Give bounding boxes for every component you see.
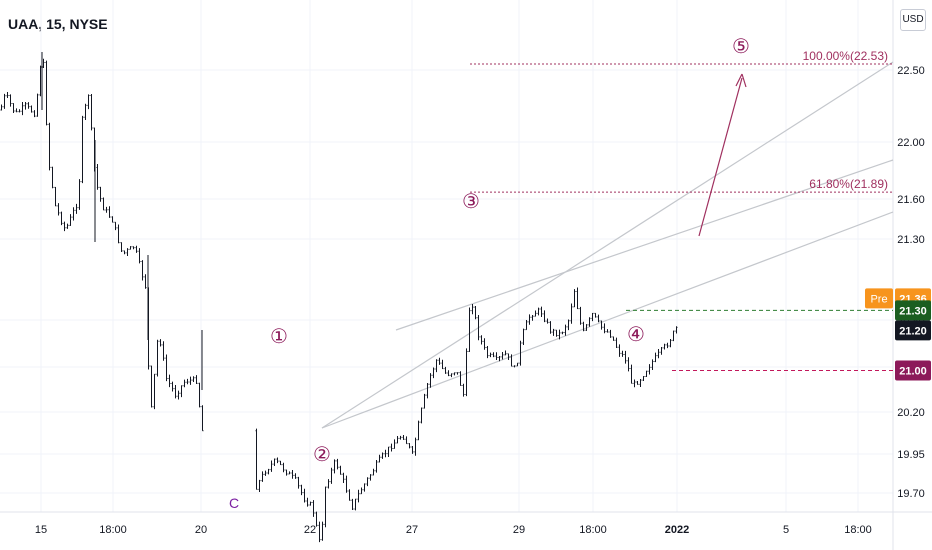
price-label-bg [895,360,931,381]
fib-level-label: 100.00%(22.53) [803,49,888,63]
time-tick-label: 5 [783,524,789,536]
channel-line [321,61,894,429]
wave-1-label: ① [270,326,288,348]
price-tick-label: 21.60 [897,194,925,206]
wave-3-label: ③ [462,191,480,213]
price-label-bg [895,320,931,341]
currency-button[interactable]: USD [900,9,926,31]
price-tick-label: 22.00 [897,137,925,149]
channel-line [321,211,894,429]
price-tick-label: 19.70 [897,488,925,500]
time-tick-label: 2022 [665,524,689,536]
wave-5-label: ⑤ [732,36,750,58]
time-tick-label: 20 [195,524,207,536]
projection-arrow-line [698,77,743,237]
time-tick-label: 29 [513,524,525,536]
pre-badge-label: Pre [870,293,887,305]
projection-arrow-head [735,73,747,88]
time-tick-label: 18:00 [844,524,872,536]
time-tick-label: 22 [304,524,316,536]
price-tick-label: 19.95 [897,449,925,461]
chart-title: UAA, 15, NYSE [8,16,108,32]
time-tick-label: 27 [406,524,418,536]
pre-badge-bg [865,288,893,309]
wave-4-label: ④ [627,324,645,346]
price-label-green: 21.30 [899,305,927,317]
price-tick-label: 22.50 [897,65,925,77]
wave-2-label: ② [313,444,331,466]
wave-c-label: C [229,495,239,511]
price-label-bg [895,300,931,321]
time-tick-label: 18:00 [579,524,607,536]
fib-level-label: 61.80%(21.89) [809,177,888,191]
channel-line [395,159,894,331]
time-tick-label: 15 [35,524,47,536]
time-tick-label: 18:00 [99,524,127,536]
price-tick-label: 20.20 [897,407,925,419]
price-label-red: 21.00 [899,365,927,377]
price-label-dark: 21.20 [899,325,927,337]
price-tick-label: 21.30 [897,234,925,246]
